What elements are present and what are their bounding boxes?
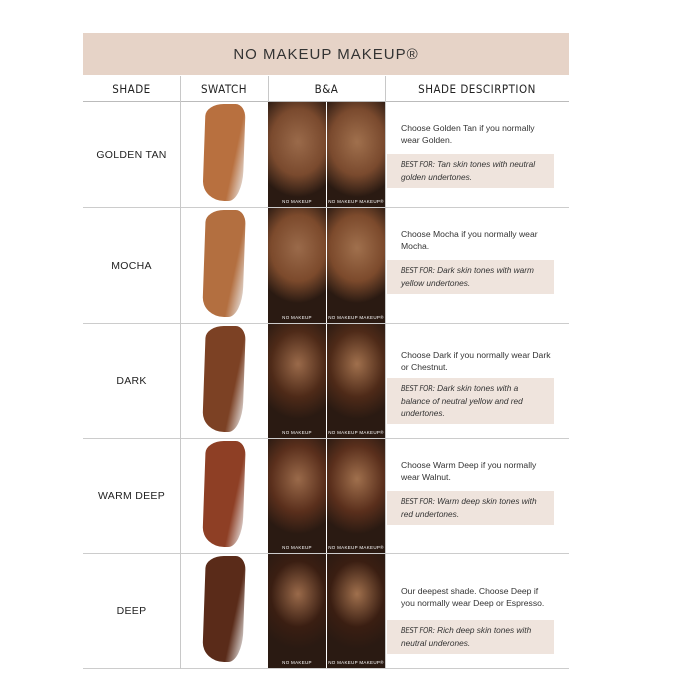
after-photo: NO MAKEUP MAKEUP®	[327, 324, 385, 438]
shade-swatch	[202, 441, 246, 547]
best-for-label: BEST FOR:	[401, 497, 435, 506]
best-for-box: BEST FOR: Rich deep skin tones with neut…	[387, 620, 554, 654]
best-for-text: Dark skin tones with a balance of neutra…	[401, 383, 523, 418]
after-caption: NO MAKEUP MAKEUP®	[328, 660, 384, 665]
shade-description: Choose Mocha if you normally wear Mocha.	[401, 229, 538, 251]
before-photo: NO MAKEUP	[268, 554, 326, 668]
shade-swatch	[202, 326, 246, 432]
shade-name: GOLDEN TAN	[96, 148, 167, 161]
header-swatch: SWATCH	[180, 76, 268, 102]
after-photo: NO MAKEUP MAKEUP®	[327, 554, 385, 668]
after-photo: NO MAKEUP MAKEUP®	[327, 208, 385, 323]
table-row: MOCHA NO MAKEUP NO MAKEUP MAKEUP® Choose…	[83, 208, 569, 324]
before-photo: NO MAKEUP	[268, 439, 326, 553]
best-for-label: BEST FOR:	[401, 384, 435, 393]
after-photo: NO MAKEUP MAKEUP®	[327, 439, 385, 553]
best-for-box: BEST FOR: Tan skin tones with neutral go…	[387, 154, 554, 188]
best-for-label: BEST FOR:	[401, 266, 435, 275]
shade-name: DEEP	[116, 605, 147, 617]
best-for-text: Rich deep skin tones with neutral undero…	[401, 625, 532, 648]
shade-description: Choose Warm Deep if you normally wear Wa…	[401, 460, 537, 482]
before-photo: NO MAKEUP	[268, 102, 326, 207]
before-caption: NO MAKEUP	[282, 315, 312, 320]
shade-description: Choose Dark if you normally wear Dark or…	[401, 350, 551, 372]
column-divider	[268, 76, 269, 102]
best-for-box: BEST FOR: Warm deep skin tones with red …	[387, 491, 554, 525]
best-for-text: Tan skin tones with neutral golden under…	[401, 159, 536, 182]
before-caption: NO MAKEUP	[282, 430, 312, 435]
best-for-label: BEST FOR:	[401, 626, 435, 635]
shade-swatch	[202, 556, 246, 662]
shade-swatch	[202, 210, 246, 317]
after-photo: NO MAKEUP MAKEUP®	[327, 102, 385, 207]
before-photo: NO MAKEUP	[268, 324, 326, 438]
before-photo: NO MAKEUP	[268, 208, 326, 323]
best-for-box: BEST FOR: Dark skin tones with a balance…	[387, 378, 554, 424]
before-caption: NO MAKEUP	[282, 199, 312, 204]
shade-name: DARK	[116, 375, 147, 387]
table-row: DEEP NO MAKEUP NO MAKEUP MAKEUP® Our dee…	[83, 554, 569, 669]
before-caption: NO MAKEUP	[282, 660, 312, 665]
header-before-after: B&A	[268, 76, 385, 102]
shade-swatch	[202, 104, 246, 201]
table-row: DARK NO MAKEUP NO MAKEUP MAKEUP® Choose …	[83, 324, 569, 439]
table-row: GOLDEN TAN NO MAKEUP NO MAKEUP MAKEUP® C…	[83, 102, 569, 208]
column-divider	[180, 76, 181, 669]
header-shade-description: SHADE DESCIRPTION	[385, 76, 569, 102]
header-shade: SHADE	[83, 76, 180, 102]
after-caption: NO MAKEUP MAKEUP®	[328, 199, 384, 204]
table-row: WARM DEEP NO MAKEUP NO MAKEUP MAKEUP® Ch…	[83, 439, 569, 554]
chart-title: NO MAKEUP MAKEUP®	[83, 33, 569, 75]
after-caption: NO MAKEUP MAKEUP®	[328, 430, 384, 435]
best-for-label: BEST FOR:	[401, 160, 435, 169]
shade-name: WARM DEEP	[97, 490, 166, 502]
before-caption: NO MAKEUP	[282, 545, 312, 550]
best-for-text: Warm deep skin tones with red undertones…	[401, 496, 537, 519]
shade-description: Choose Golden Tan if you normally wear G…	[401, 123, 535, 145]
column-divider	[385, 76, 386, 669]
after-caption: NO MAKEUP MAKEUP®	[328, 545, 384, 550]
best-for-box: BEST FOR: Dark skin tones with warm yell…	[387, 260, 554, 294]
shade-description: Our deepest shade. Choose Deep if you no…	[401, 586, 545, 608]
best-for-text: Dark skin tones with warm yellow underto…	[401, 265, 534, 288]
after-caption: NO MAKEUP MAKEUP®	[328, 315, 384, 320]
shade-name: MOCHA	[111, 259, 152, 272]
